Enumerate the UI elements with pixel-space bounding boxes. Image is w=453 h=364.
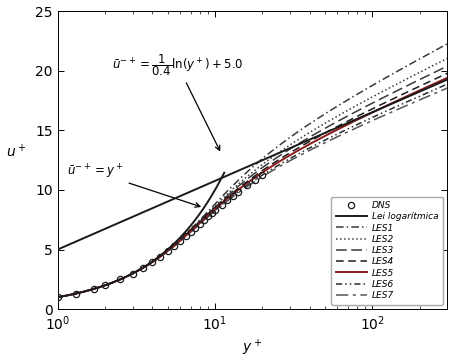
Text: $\bar{u}^{-+} = y^+$: $\bar{u}^{-+} = y^+$ bbox=[67, 163, 200, 207]
Text: $\bar{u}^{-+} = \dfrac{1}{0.4}\ln(y^+)+5.0$: $\bar{u}^{-+} = \dfrac{1}{0.4}\ln(y^+)+5… bbox=[111, 52, 243, 150]
Legend: DNS, Lei logarítmica, LES1, LES2, LES3, LES4, LES5, LES6, LES7: DNS, Lei logarítmica, LES1, LES2, LES3, … bbox=[331, 197, 443, 305]
X-axis label: $y^+$: $y^+$ bbox=[242, 338, 263, 359]
Y-axis label: $u^+$: $u^+$ bbox=[5, 143, 26, 160]
